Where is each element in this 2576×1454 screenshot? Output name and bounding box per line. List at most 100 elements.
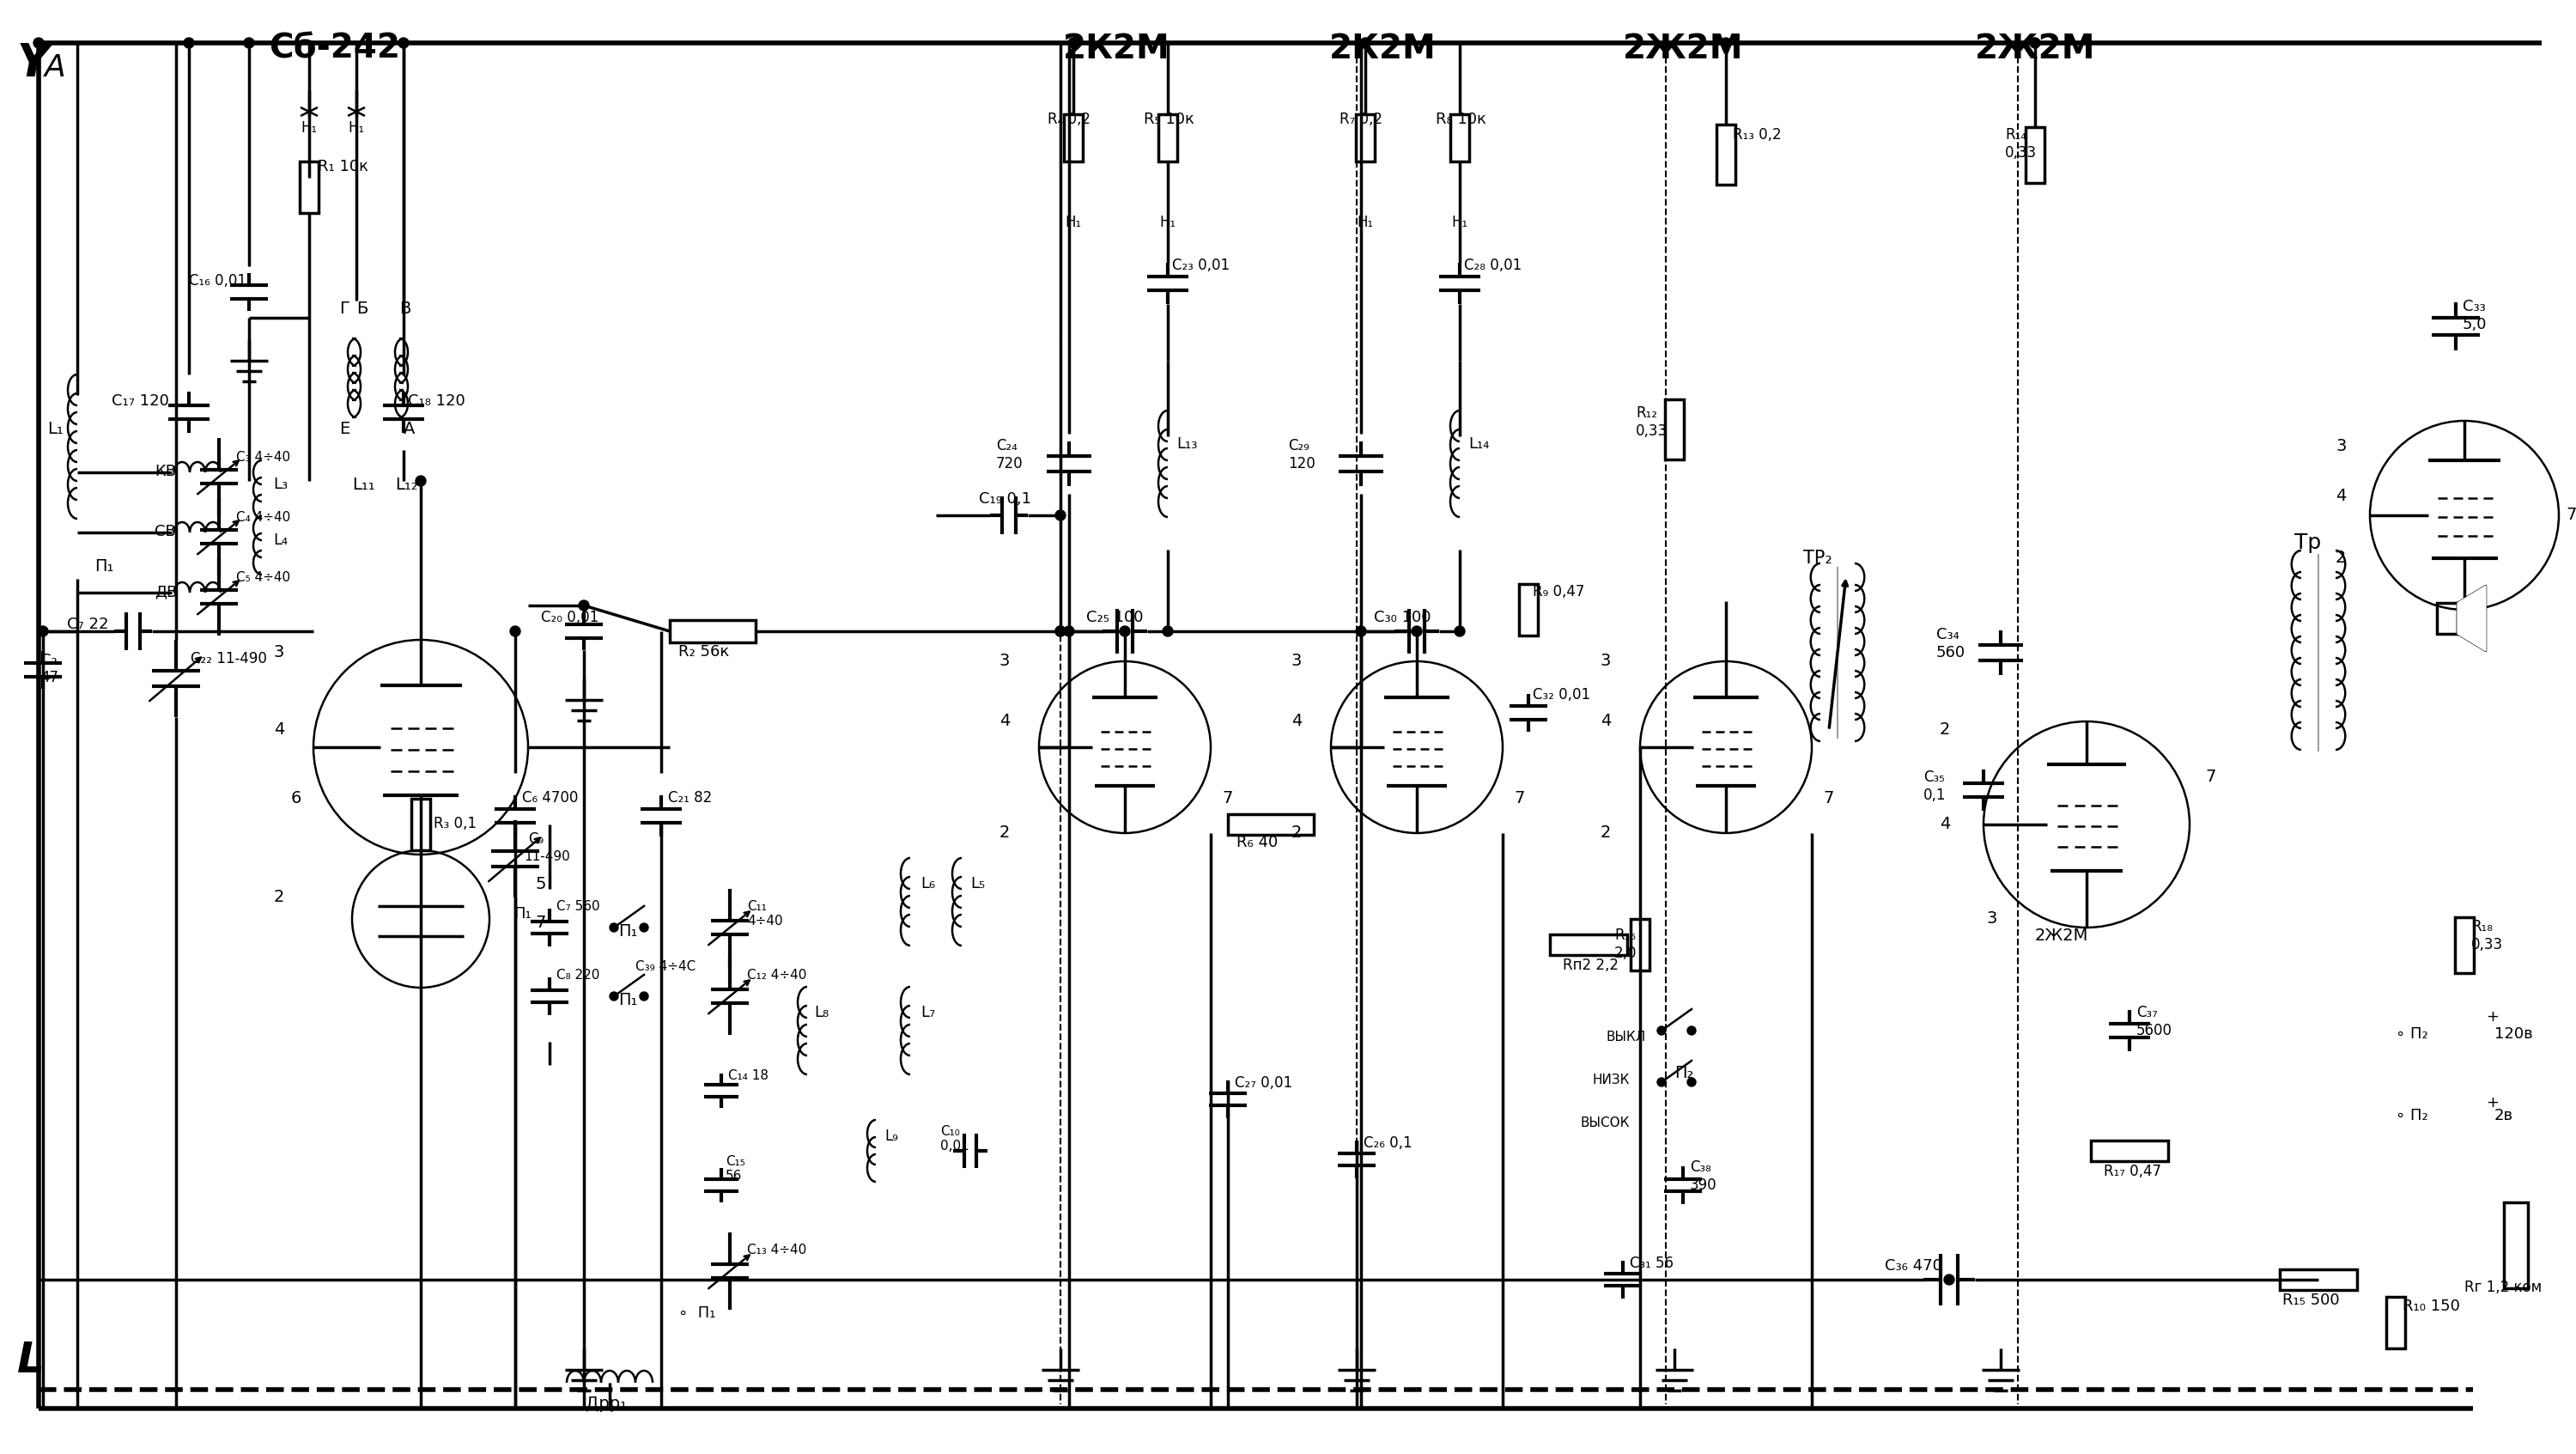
Text: C₃₂ 0,01: C₃₂ 0,01 [1533,688,1589,702]
Text: 7: 7 [2566,506,2576,523]
Text: C₇ 22: C₇ 22 [67,616,108,632]
Bar [1064,115,1082,161]
Text: C₂₁ 82: C₂₁ 82 [667,790,711,806]
Text: C₂₄
720: C₂₄ 720 [997,438,1023,471]
Polygon shape [2458,586,2486,651]
Circle shape [1412,627,1422,637]
Text: L₁₂: L₁₂ [394,477,417,493]
Circle shape [611,992,618,1000]
Text: H₁: H₁ [1450,215,1468,230]
Text: C₆ 4700: C₆ 4700 [523,790,577,806]
Bar [1355,115,1376,161]
Text: 7: 7 [1824,790,1834,807]
Text: 3: 3 [2336,438,2347,454]
Circle shape [1360,38,1370,48]
Text: R₈ 10к: R₈ 10к [1435,112,1486,126]
Text: +: + [2486,1095,2499,1111]
Text: C₃₄
560: C₃₄ 560 [1937,627,1965,660]
Text: C₃₀ 100: C₃₀ 100 [1373,609,1432,625]
Text: H₁: H₁ [348,121,363,135]
Bar [1450,115,1468,161]
Text: КВ: КВ [155,464,175,480]
Text: H₁: H₁ [1358,215,1373,230]
Text: ∘  П₁: ∘ П₁ [677,1306,716,1320]
Text: H₁: H₁ [1159,215,1175,230]
Text: Г: Г [340,301,350,317]
Text: +: + [2486,1009,2499,1025]
Text: R₉ 0,47: R₉ 0,47 [1533,585,1584,599]
Text: H₁: H₁ [301,121,317,135]
Text: C₁₂ 4÷40: C₁₂ 4÷40 [747,968,806,981]
Text: R₁₄
0,33: R₁₄ 0,33 [2004,126,2038,160]
Text: ∘ П₂: ∘ П₂ [2396,1027,2429,1041]
Circle shape [183,38,193,48]
Circle shape [2030,38,2040,48]
Text: C₂₅ 100: C₂₅ 100 [1087,609,1144,625]
Text: П₁: П₁ [513,906,531,922]
Text: 3: 3 [1291,653,1301,669]
Bar [1716,125,1736,185]
Bar [1229,814,1314,835]
Text: R₁₇ 0,47: R₁₇ 0,47 [2105,1163,2161,1179]
Text: ∘ П₂: ∘ П₂ [2396,1108,2429,1124]
Text: L: L [18,1339,44,1381]
Text: Тр: Тр [2295,532,2321,553]
Text: C₁₁
4÷40: C₁₁ 4÷40 [747,900,783,928]
Text: 3: 3 [999,653,1010,669]
Text: НИЗК: НИЗК [1592,1073,1631,1086]
Text: C₉: C₉ [528,832,544,846]
Text: 4: 4 [273,721,283,737]
Text: Y: Y [18,41,49,86]
Text: L₇: L₇ [920,1005,935,1021]
Text: C₁₈ 120: C₁₈ 120 [407,394,466,409]
Circle shape [1121,627,1131,637]
Text: 5: 5 [536,875,546,893]
Bar [1631,919,1649,970]
Text: C₃₃
5,0: C₃₃ 5,0 [2463,300,2486,332]
Text: C₈ 220: C₈ 220 [556,968,600,981]
Text: R₄ 0,2: R₄ 0,2 [1048,112,1090,126]
Bar [412,798,430,851]
Text: 2: 2 [1940,721,1950,737]
Text: C₃₆ 470: C₃₆ 470 [1886,1258,1942,1274]
Text: 7: 7 [1224,790,1234,807]
Text: 4: 4 [1291,712,1301,728]
Text: 2Ж2М: 2Ж2М [2035,928,2089,944]
Circle shape [1069,38,1079,48]
Text: Дрр₁: Дрр₁ [585,1396,626,1412]
Text: C₃₇
5600: C₃₇ 5600 [2136,1005,2172,1038]
Bar [2025,126,2045,183]
Text: 47: 47 [41,670,59,685]
Text: 2К2М: 2К2М [1064,32,1170,65]
Text: H₁: H₁ [1064,215,1082,230]
Text: 4: 4 [1940,816,1950,832]
Circle shape [1687,1077,1695,1086]
Bar [2092,1140,2169,1162]
Text: 7: 7 [536,915,546,931]
Text: C₂₉
120: C₂₉ 120 [1288,438,1316,471]
Text: C₃ 4÷40: C₃ 4÷40 [237,451,291,464]
Text: R₁₅ 500: R₁₅ 500 [2282,1293,2339,1309]
Text: C₅ 4÷40: C₅ 4÷40 [237,571,291,585]
Circle shape [1656,1027,1667,1035]
Bar [1159,115,1177,161]
Text: П₁: П₁ [618,923,636,939]
Text: L₁: L₁ [46,420,64,438]
Circle shape [39,627,49,637]
Text: C₂₇ 0,01: C₂₇ 0,01 [1234,1076,1293,1090]
Text: C₁₀
0,01: C₁₀ 0,01 [940,1125,969,1153]
Text: C₁₇ 120: C₁₇ 120 [111,394,170,409]
Text: L₁₄: L₁₄ [1468,436,1489,452]
Text: 7: 7 [1515,790,1525,807]
Text: 4: 4 [2336,487,2347,505]
Text: C₂₆ 0,1: C₂₆ 0,1 [1363,1136,1412,1150]
Bar [2455,917,2473,973]
Circle shape [1064,627,1074,637]
Circle shape [1355,627,1365,637]
Text: ТР₂: ТР₂ [1803,550,1832,567]
Text: 2Ж2М: 2Ж2М [1623,32,1744,65]
Text: R₁₂
0,33: R₁₂ 0,33 [1636,406,1667,439]
Text: C₂₃ 0,01: C₂₃ 0,01 [1172,257,1229,273]
Text: R₁₀ 150: R₁₀ 150 [2403,1298,2460,1314]
Text: 2К2М: 2К2М [1329,32,1435,65]
